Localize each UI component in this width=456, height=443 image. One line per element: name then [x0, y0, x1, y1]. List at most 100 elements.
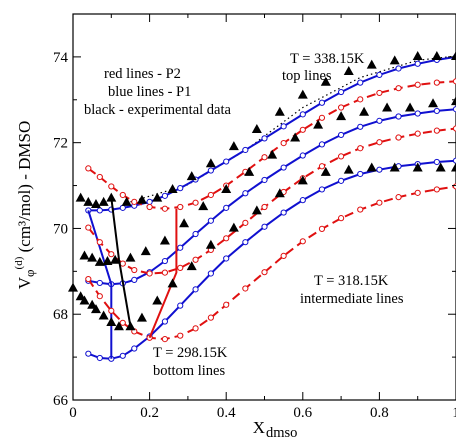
- experimental-point: [451, 51, 456, 61]
- experimental-point: [98, 310, 109, 320]
- p2-point: [433, 186, 440, 193]
- experimental-point: [251, 205, 262, 215]
- experimental-point: [186, 261, 197, 271]
- experimental-point: [205, 158, 216, 168]
- experimental-point: [389, 162, 400, 172]
- y-tick-label: 66: [53, 393, 69, 409]
- experimental-point: [140, 246, 151, 256]
- experimental-point: [343, 66, 354, 76]
- p2-point: [223, 235, 230, 242]
- experimental-point: [198, 201, 209, 211]
- experimental-point: [431, 51, 442, 61]
- p2-point: [85, 275, 92, 283]
- p2-point: [108, 251, 115, 258]
- experimental-point: [267, 149, 278, 159]
- experimental-point: [186, 171, 197, 181]
- p1-point: [207, 167, 214, 174]
- experimental-point: [274, 188, 285, 198]
- p2-point: [207, 191, 214, 199]
- p2-point: [161, 335, 169, 343]
- experimental-point: [136, 312, 147, 322]
- p2-point: [177, 332, 184, 339]
- experimental-point: [451, 162, 456, 172]
- experimental-point: [106, 316, 117, 326]
- p2-point: [108, 307, 115, 314]
- experimental-point: [320, 76, 331, 86]
- p2-point: [280, 252, 287, 259]
- p1-point: [357, 170, 364, 178]
- p2-point: [338, 215, 345, 222]
- p2-point: [395, 85, 402, 92]
- p2-point: [85, 165, 92, 172]
- y-tick-label: 72: [53, 136, 68, 152]
- p2-point: [261, 203, 268, 211]
- experimental-point: [121, 196, 132, 206]
- p2-point: [318, 163, 326, 170]
- experimental-point: [102, 256, 113, 266]
- p1-point: [433, 158, 440, 166]
- p2-point: [146, 270, 153, 277]
- experimental-point: [179, 218, 190, 228]
- experimental-point: [274, 106, 285, 116]
- experimental-point: [106, 192, 117, 202]
- experimental-point: [336, 111, 347, 121]
- p2-point: [96, 173, 103, 181]
- legend-experimental: black - experimental data: [84, 102, 232, 118]
- experimental-point: [152, 192, 163, 202]
- p2-point: [177, 264, 184, 272]
- p2-point: [338, 104, 345, 111]
- p2-point: [119, 191, 126, 199]
- p1-point: [395, 113, 402, 120]
- experimental-point: [125, 321, 136, 331]
- p2-point: [161, 269, 169, 276]
- p2-point: [242, 285, 249, 292]
- p1-point: [414, 60, 421, 67]
- p1-point: [299, 111, 306, 118]
- p1-point: [261, 223, 268, 230]
- p2-connector: [148, 208, 178, 339]
- p2-curve-0: [87, 80, 456, 210]
- experimental-point: [451, 96, 456, 106]
- p2-point: [119, 319, 126, 326]
- p1-point: [318, 141, 326, 148]
- p1-point: [414, 110, 421, 117]
- p2-point: [242, 219, 249, 226]
- ticks-layer: 0 0.2 0.4 0.6 0.8 1 66 68 70 72 74: [53, 14, 456, 421]
- experimental-point: [90, 304, 101, 314]
- p1-point: [85, 350, 92, 357]
- experimental-point: [313, 119, 324, 129]
- p1-connector: [87, 210, 113, 359]
- experimental-point: [251, 123, 262, 133]
- p1-point: [318, 99, 326, 106]
- experimental-point: [167, 183, 178, 193]
- p1-point: [338, 177, 345, 184]
- label-t-298: T = 298.15K: [153, 345, 228, 361]
- p2-point: [192, 199, 199, 206]
- experimental-point: [205, 239, 216, 249]
- label-intermediate-lines: intermediate lines: [300, 291, 404, 307]
- y-tick-label: 70: [53, 221, 68, 237]
- p2-point: [376, 199, 383, 206]
- experimental-point: [228, 222, 239, 232]
- experimental-point: [167, 278, 178, 288]
- p1-point: [131, 276, 138, 284]
- p1-point: [376, 117, 383, 124]
- p2-point: [414, 81, 421, 88]
- p1-point: [223, 255, 230, 262]
- p1-point: [242, 190, 249, 197]
- p1-point: [131, 345, 138, 352]
- x-axis-title-main: X: [253, 418, 265, 437]
- experimental-point: [221, 183, 232, 193]
- p1-point: [223, 158, 230, 165]
- p2-point: [146, 203, 153, 211]
- experimental-point: [125, 252, 136, 262]
- experimental-point: [90, 198, 101, 208]
- x-tick-label: 1: [452, 405, 456, 421]
- experimental-point: [228, 141, 239, 151]
- experimental-point: [68, 282, 78, 292]
- p2-point: [318, 114, 326, 121]
- experimental-point: [87, 252, 98, 262]
- p2-point: [261, 154, 268, 161]
- p2-point: [395, 194, 402, 201]
